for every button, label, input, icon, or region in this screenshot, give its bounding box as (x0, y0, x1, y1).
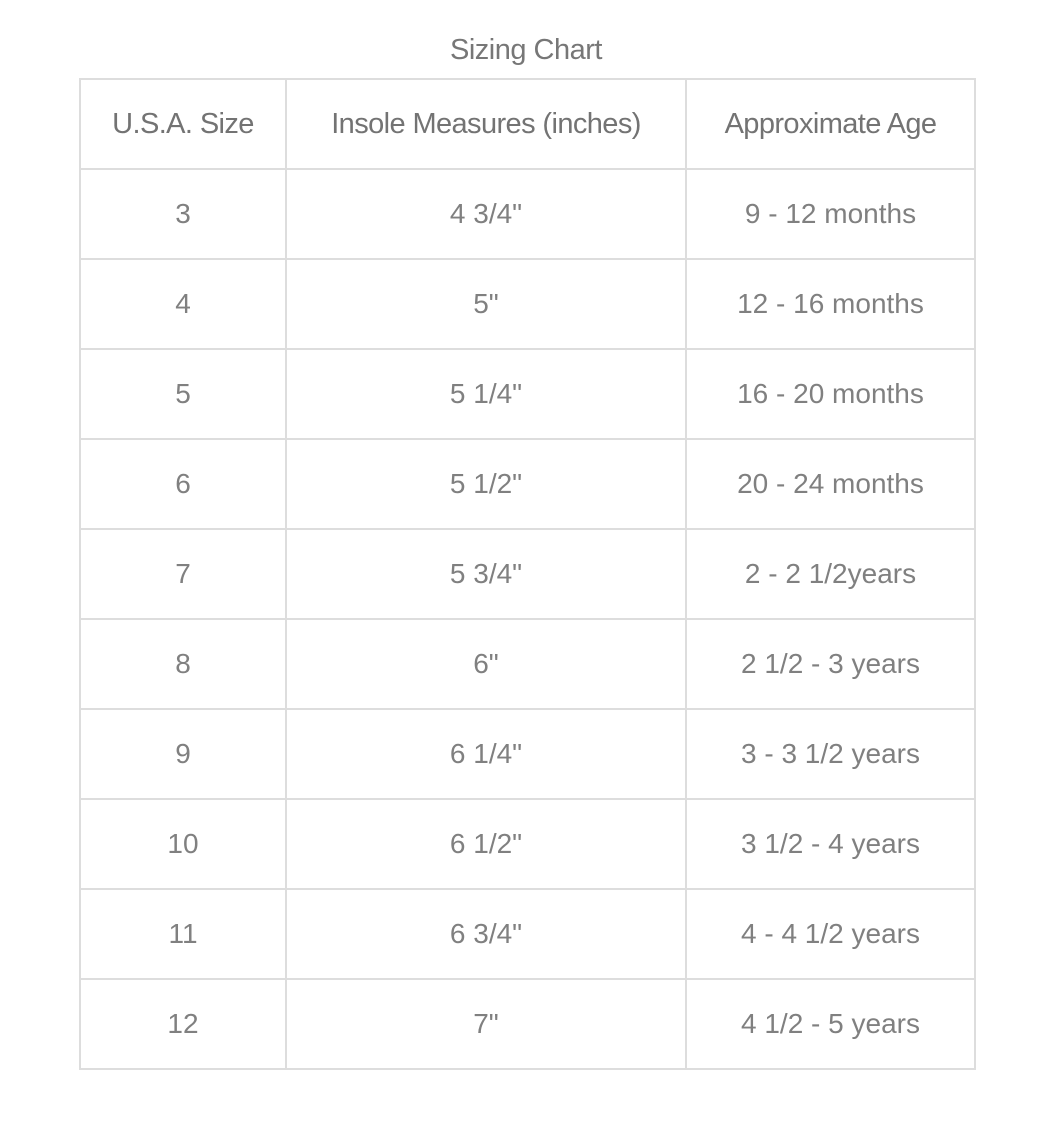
header-insole-measures: Insole Measures (inches) (285, 78, 687, 170)
cell-insole-measure: 5 1/4" (285, 348, 687, 440)
sizing-table: U.S.A. Size Insole Measures (inches) App… (79, 78, 976, 1070)
cell-approximate-age: 4 - 4 1/2 years (685, 888, 976, 980)
cell-approximate-age: 12 - 16 months (685, 258, 976, 350)
table-row: 4 5" 12 - 16 months (79, 258, 976, 350)
cell-usa-size: 11 (79, 888, 287, 980)
cell-usa-size: 3 (79, 168, 287, 260)
cell-usa-size: 12 (79, 978, 287, 1070)
cell-insole-measure: 5 1/2" (285, 438, 687, 530)
cell-approximate-age: 4 1/2 - 5 years (685, 978, 976, 1070)
cell-approximate-age: 9 - 12 months (685, 168, 976, 260)
cell-approximate-age: 20 - 24 months (685, 438, 976, 530)
cell-insole-measure: 6 1/4" (285, 708, 687, 800)
cell-insole-measure: 6 1/2" (285, 798, 687, 890)
cell-usa-size: 8 (79, 618, 287, 710)
table-row: 12 7" 4 1/2 - 5 years (79, 978, 976, 1070)
cell-approximate-age: 3 - 3 1/2 years (685, 708, 976, 800)
cell-insole-measure: 6 3/4" (285, 888, 687, 980)
cell-insole-measure: 7" (285, 978, 687, 1070)
cell-approximate-age: 16 - 20 months (685, 348, 976, 440)
cell-approximate-age: 2 1/2 - 3 years (685, 618, 976, 710)
cell-insole-measure: 6" (285, 618, 687, 710)
cell-usa-size: 6 (79, 438, 287, 530)
header-row: U.S.A. Size Insole Measures (inches) App… (79, 78, 976, 170)
header-approximate-age: Approximate Age (685, 78, 976, 170)
cell-insole-measure: 5 3/4" (285, 528, 687, 620)
cell-usa-size: 4 (79, 258, 287, 350)
header-usa-size: U.S.A. Size (79, 78, 287, 170)
cell-usa-size: 9 (79, 708, 287, 800)
cell-approximate-age: 3 1/2 - 4 years (685, 798, 976, 890)
page-title: Sizing Chart (450, 34, 602, 66)
cell-insole-measure: 5" (285, 258, 687, 350)
table-row: 11 6 3/4" 4 - 4 1/2 years (79, 888, 976, 980)
table-row: 10 6 1/2" 3 1/2 - 4 years (79, 798, 976, 890)
table-row: 8 6" 2 1/2 - 3 years (79, 618, 976, 710)
cell-insole-measure: 4 3/4" (285, 168, 687, 260)
cell-usa-size: 7 (79, 528, 287, 620)
cell-approximate-age: 2 - 2 1/2years (685, 528, 976, 620)
cell-usa-size: 10 (79, 798, 287, 890)
cell-usa-size: 5 (79, 348, 287, 440)
